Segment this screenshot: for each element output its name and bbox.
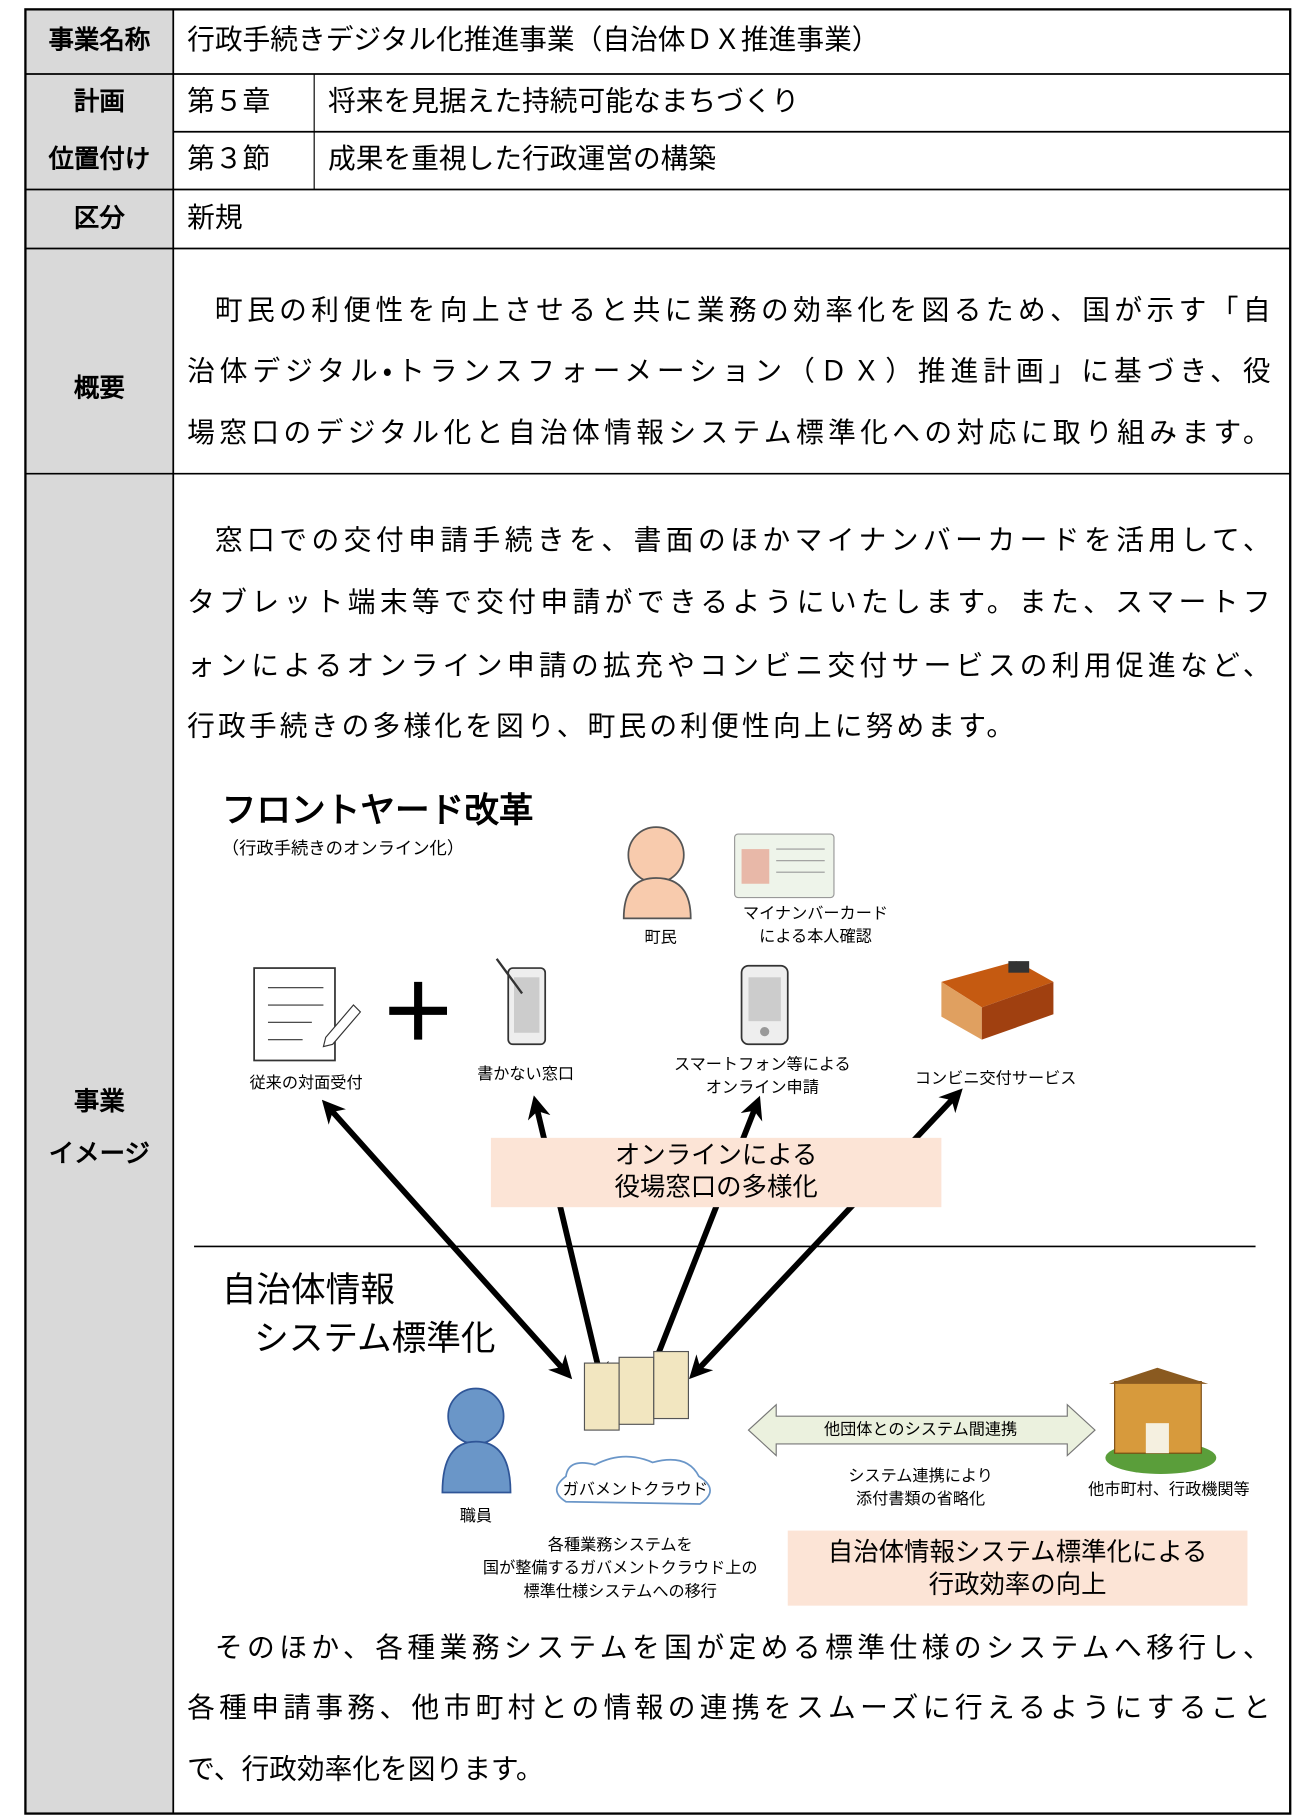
plus-sign (389, 981, 448, 1040)
paragraph-line: 窓口での交付申請手続きを、書面のほかマイナンバーカードを活用して、 (215, 523, 1271, 556)
diagram-label: 他市町村、行政機関等 (1088, 1480, 1250, 1499)
row-label: 区分 (74, 203, 125, 233)
icon-part (447, 1387, 505, 1445)
row-label: 概要 (74, 372, 125, 402)
diagram-label: コンビニ交付サービス (915, 1068, 1077, 1087)
cloud-shape (555, 1455, 711, 1505)
icon-part (253, 967, 336, 1062)
box-text: 役場窓口の多様化 (615, 1172, 818, 1202)
highlight-box (490, 1137, 942, 1208)
icon-part (514, 977, 540, 1033)
icon-part (1008, 961, 1030, 973)
diagram-label: ガバメントクラウド (563, 1480, 708, 1499)
icon-part (1108, 1367, 1209, 1384)
paragraph-line: ォンによるオンライン申請の拡充やコンビニ交付サービスの利用促進など、 (187, 649, 1270, 682)
row-label: イメージ (49, 1138, 150, 1168)
icon-part (618, 1356, 655, 1425)
paragraph-line: 行政手続きの多様化を図り、町民の利便性向上に努めます。 (187, 709, 1014, 742)
paragraph-line: 各種申請事務、他市町村との情報の連携をスムーズに行えるようにすること (187, 1691, 1270, 1724)
icon-part (941, 981, 982, 1040)
icon-part (741, 849, 770, 884)
icon-part (322, 1004, 362, 1048)
citizen-icon (622, 826, 692, 920)
row-label: 計画 (74, 86, 125, 116)
icon-part (760, 1026, 770, 1037)
table-border (24, 8, 1292, 1815)
paragraph-line: そのほか、各種業務システムを国が定める標準仕様のシステムへ移行し、 (215, 1631, 1271, 1664)
diagram-label: スマートフォン等による (674, 1055, 851, 1074)
icon-part (495, 958, 524, 995)
diagram-label: 各種業務システムを (548, 1535, 693, 1554)
card-icon (734, 833, 835, 899)
diagram-label: 添付書類の省略化 (856, 1489, 985, 1508)
paragraph-line: 場窓口のデジタル化と自治体情報システム標準化への対応に取り組みます。 (187, 416, 1270, 449)
diagram-label: 書かない窓口 (477, 1064, 574, 1083)
icon-part (981, 981, 1054, 1040)
diagram-label: システム連携により (848, 1466, 993, 1485)
building-icon (1105, 1367, 1217, 1474)
document-icon (253, 967, 362, 1062)
label-column (25, 9, 174, 1814)
diagram-label: 他団体とのシステム間連携 (824, 1420, 1017, 1439)
diagram-label: 従来の対面受付 (250, 1073, 363, 1092)
icon-part (627, 826, 685, 884)
server-icon (583, 1350, 689, 1431)
paragraph-line: タブレット端末等で交付申請ができるようにいたします。また、スマートフ (187, 586, 1270, 619)
double-arrow (747, 1403, 1096, 1457)
diagram-subtitle: （行政手続きのオンライン化） (222, 839, 464, 859)
plan-text: 成果を重視した行政運営の構築 (328, 142, 716, 175)
icon-part (653, 1350, 689, 1420)
diagram-label: オンライン申請 (706, 1078, 819, 1097)
diagram-label: 町民 (645, 928, 677, 947)
row-value: 新規 (187, 201, 242, 234)
row-label: 事業 (74, 1086, 125, 1116)
paragraph-line: 町民の利便性を向上させると共に業務の効率化を図るため、国が示す「自 (215, 293, 1271, 326)
diagram-label: マイナンバーカード (743, 903, 888, 922)
box-text: 行政効率の向上 (929, 1569, 1107, 1599)
row-label: 事業名称 (49, 25, 151, 55)
box-text: 自治体情報システム標準化による (828, 1537, 1208, 1567)
row-label: 位置付け (48, 144, 151, 174)
box-text: オンラインによる (615, 1139, 818, 1169)
icon-part (1145, 1423, 1169, 1454)
highlight-box (787, 1530, 1248, 1606)
row-value: 行政手続きデジタル化推進事業（自治体ＤＸ推進事業） (187, 23, 879, 56)
icon-part (748, 977, 781, 1022)
diagram-label: 職員 (460, 1506, 492, 1525)
arrow (321, 1099, 573, 1380)
paragraph-line: で、行政効率化を図ります。 (187, 1752, 543, 1785)
icon-part (441, 1440, 512, 1494)
plan-key: 第３節 (187, 142, 270, 175)
diagram-title: 自治体情報 (222, 1270, 395, 1310)
tablet-icon (495, 958, 547, 1046)
plan-key: 第５章 (187, 84, 270, 117)
icon-part (622, 877, 692, 920)
paragraph-line: 治体デジタル・トランスフォーメーション（ＤＸ）推進計画」に基づき、役 (187, 355, 1270, 388)
phone-icon (740, 964, 789, 1046)
diagram-title: フロントヤード改革 (222, 791, 534, 831)
diagram-title: システム標準化 (254, 1319, 495, 1359)
arrow (689, 1088, 963, 1380)
icon-part (583, 1362, 620, 1431)
diagram-label: 標準仕様システムへの移行 (524, 1581, 717, 1600)
store-icon (941, 961, 1054, 1040)
staff-icon (441, 1387, 512, 1494)
diagram-label: 国が整備するガバメントクラウド上の (483, 1558, 758, 1577)
plan-text: 将来を見据えた持続可能なまちづくり (328, 84, 799, 117)
diagram-label: による本人確認 (759, 926, 872, 945)
